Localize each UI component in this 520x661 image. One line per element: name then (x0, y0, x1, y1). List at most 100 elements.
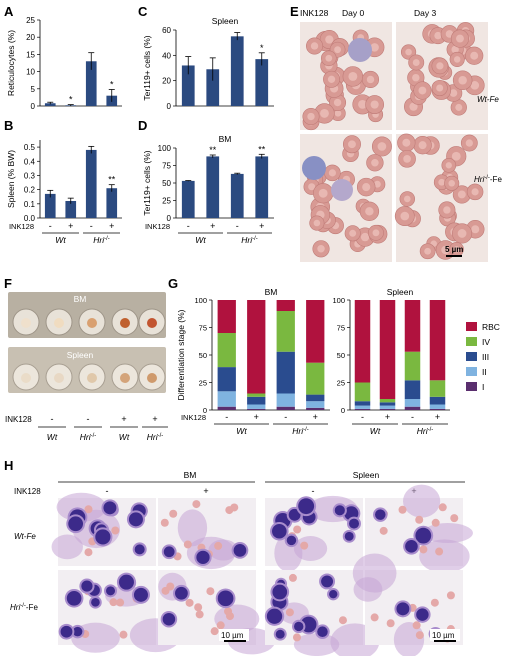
panel-H-cell-nucleus (162, 612, 176, 626)
chart-G-ytick-label: 75 (199, 324, 207, 333)
chartD-inhibitor-label: INK128 (145, 222, 170, 231)
panel-H-bm-plus: + (203, 486, 208, 496)
chartD-title: BM (219, 134, 232, 144)
panel-E-rbc-center (453, 246, 460, 253)
chart-G-legend-swatch (466, 367, 477, 376)
panel-E-rbc-center (348, 71, 358, 81)
panel-H-cell-nucleus (329, 590, 338, 599)
panel-H-rbc (216, 621, 225, 630)
panel-H-row2-label: Hri-/--Fe (10, 603, 38, 612)
panel-F-spleen-pellet (87, 373, 97, 383)
panel-E-rbc-center (317, 245, 325, 253)
chart-G-segment-RBC (217, 300, 236, 333)
chartC-bar (181, 65, 195, 106)
panel-H-bm-title: BM (184, 470, 197, 480)
chart-G-legend-swatch (466, 322, 477, 331)
chart-G-legend-label: IV (482, 337, 490, 347)
chartB-bar (65, 200, 77, 218)
panel-H-scale2-bg (430, 629, 460, 641)
chart-G-segment-IV (306, 362, 325, 395)
panel-label-F: F (4, 276, 12, 291)
panel-E-rbc-center (449, 89, 458, 97)
panel-H-rbc (285, 608, 294, 617)
panel-E-rbc-center (334, 46, 341, 54)
chartB-ytick-label: 0.3 (24, 171, 36, 180)
chartD-significance: ** (258, 144, 266, 154)
chart-G-group-label: Hri-/- (292, 426, 309, 436)
panel-H-rbc (292, 633, 301, 642)
panel-F-sign: - (51, 414, 54, 424)
panel-H-rbc (370, 613, 379, 622)
panel-E-rbc-center (325, 54, 333, 62)
panel-H-cell-nucleus (288, 508, 301, 521)
chartC-significance: * (260, 43, 264, 53)
panel-H-rbc (300, 541, 309, 550)
chartD-significance: ** (209, 145, 217, 155)
chart-G-sign: + (254, 412, 259, 422)
panel-E-rbc-center (403, 195, 411, 203)
panel-E-rbc-center (438, 178, 446, 186)
chart-G-title: Spleen (387, 287, 414, 297)
panel-F-bm-pellet (120, 318, 130, 328)
panel-E-rbc-center (471, 225, 480, 234)
chart-G-segment-III (247, 396, 266, 405)
panel-F-spleen-pellet (54, 373, 64, 383)
panel-E-rbc-center (457, 190, 466, 199)
chart-G-sign: + (435, 412, 440, 422)
panel-label-H: H (4, 458, 13, 473)
panel-E-rbc-center (465, 139, 473, 147)
chart-G-legend-label: I (482, 382, 484, 392)
chart-G-segment-II (354, 405, 371, 409)
chart-G-legend-swatch (466, 382, 477, 391)
panel-H-rbc (206, 587, 215, 596)
panel-F-sign: + (121, 414, 126, 424)
panel-F-bm-pellet (54, 318, 64, 328)
panel-E-rbc-center (457, 229, 467, 238)
panel-H-rbc (84, 505, 93, 514)
chart-G-segment-IV (247, 393, 266, 397)
panel-E-rbc-center (313, 219, 321, 227)
chartD-sign: + (210, 221, 215, 231)
chart-C: 0 20 40 60 Ter119+ cells (%) Spleen * (142, 16, 274, 111)
panel-E-rbc-center (333, 98, 342, 107)
panel-H-rbc (169, 509, 178, 518)
panel-H-rbc (450, 514, 459, 523)
panel-H-rbc (430, 598, 439, 607)
chart-G-segment-RBC (404, 300, 421, 352)
panel-F-spleen-pellet (147, 373, 157, 383)
chartA-ytick-label: 15 (26, 50, 35, 59)
panel-E-rbc-center (334, 109, 342, 117)
panel-E-rbc-center (349, 229, 357, 237)
panel-E-rbc-center (436, 84, 444, 92)
panel-H-stain (293, 633, 340, 657)
chart-G-legend-label: RBC (482, 322, 500, 332)
panel-E-rbc-center (405, 48, 412, 56)
panel-F-signs: - - + + Wt Hri-/- Wt Hri-/- (38, 414, 168, 442)
chartA-ylabel: Reticulocytes (%) (6, 30, 16, 96)
chartA-ytick-label: 25 (26, 16, 35, 25)
panel-E-rbc-center (365, 207, 374, 216)
panel-H-scale1-bg (219, 629, 249, 641)
panel-H-cell-nucleus (294, 621, 304, 632)
panel-E-scale-label: 5 µm (445, 245, 463, 254)
panel-E-rbc-center (325, 35, 334, 44)
panel-H-cell-nucleus (375, 509, 386, 520)
chartC-title: Spleen (212, 16, 239, 26)
chart-G-ytick-label: 100 (332, 296, 345, 305)
chartA-ytick-label: 20 (26, 33, 35, 42)
chart-G-segment-II (217, 391, 236, 407)
chart-G-segment-I (217, 406, 236, 410)
panel-E-rbc-center (366, 75, 375, 84)
chart-G-segment-IV (354, 382, 371, 402)
chart-G-segment-RBC (306, 300, 325, 363)
panel-E-rbc-center (372, 229, 380, 237)
chartB-sign: - (90, 221, 93, 231)
panel-H-rbc (225, 612, 234, 621)
chartA-significance: * (110, 79, 114, 89)
panel-label-A: A (4, 4, 14, 19)
panel-F-wells (8, 292, 166, 393)
chart-G-legend-label: III (482, 352, 489, 362)
panel-E-rbc-center (436, 62, 444, 70)
chartD-group-label: Wt (195, 235, 206, 245)
panel-H-spleen-title: Spleen (353, 470, 380, 480)
